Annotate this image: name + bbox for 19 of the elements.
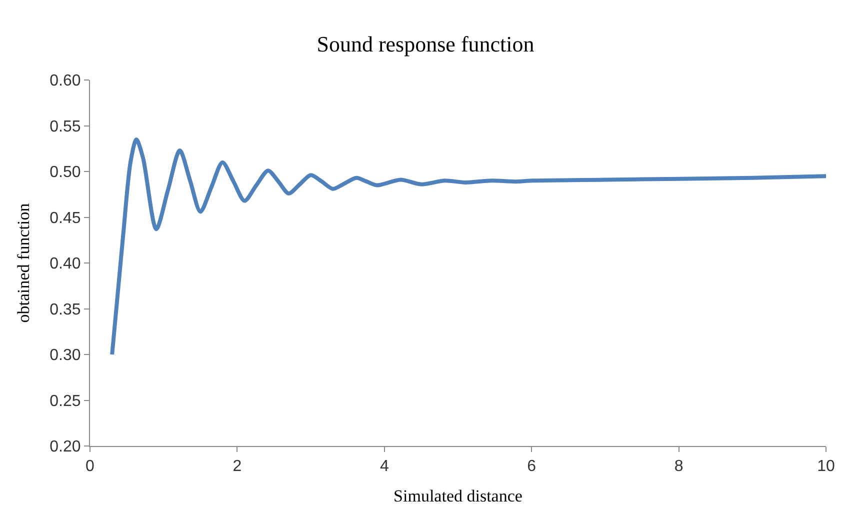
y-tick-label: 0.45 [50, 210, 81, 227]
y-tick-label: 0.20 [50, 438, 81, 456]
y-tick-label: 0.30 [50, 347, 81, 364]
x-tick-label: 2 [232, 458, 242, 476]
x-axis-title: Simulated distance [394, 486, 522, 506]
y-tick-label: 0.40 [50, 256, 81, 273]
y-tick-label: 0.60 [50, 72, 81, 90]
y-tick-label: 0.35 [50, 301, 81, 318]
y-tick-label: 0.55 [50, 118, 81, 136]
chart-title: Sound response function [316, 32, 534, 57]
y-axis-title: obtained function [14, 202, 34, 323]
x-tick-label: 6 [527, 458, 536, 476]
x-tick-label: 0 [86, 458, 95, 476]
x-tick-label: 8 [674, 458, 684, 476]
y-tick-label: 0.50 [50, 164, 81, 182]
x-tick-label: 10 [817, 458, 835, 476]
line-series [110, 137, 826, 356]
x-tick-label: 4 [380, 458, 389, 476]
y-tick-label: 0.25 [50, 392, 81, 410]
